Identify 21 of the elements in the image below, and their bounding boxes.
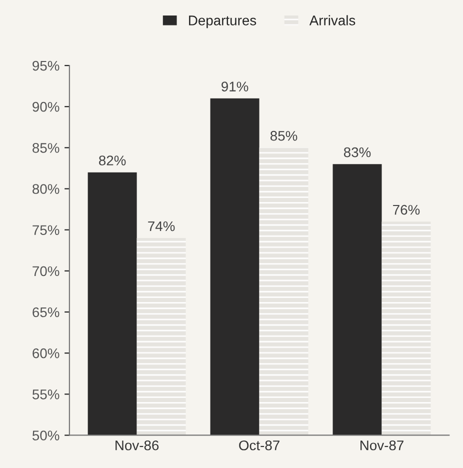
y-tick-label: 65% [32, 307, 60, 318]
data-label: 74% [148, 221, 175, 232]
legend-label: Arrivals [309, 15, 356, 26]
x-tick-label: Nov-87 [360, 440, 404, 450]
data-label: 76% [393, 204, 420, 215]
y-tick-label: 90% [32, 102, 60, 112]
y-tick-label: 50% [32, 430, 60, 440]
y-tick-label: 60% [32, 348, 60, 358]
y-tick-label: 80% [32, 184, 60, 194]
y-tick-label: 85% [32, 143, 60, 153]
data-label: 85% [270, 130, 298, 141]
x-tick-label: Nov-86 [116, 440, 159, 450]
data-label: 83% [344, 147, 371, 158]
y-tick-label: 95% [32, 60, 60, 71]
x-tick-label: Oct-87 [239, 440, 280, 450]
data-label: 82% [99, 156, 126, 166]
y-tick-label: 55% [32, 390, 60, 400]
y-tick-label: 75% [32, 225, 60, 236]
y-tick-label: 70% [32, 266, 60, 276]
data-label: 91% [222, 82, 248, 92]
legend-label: Departures [189, 16, 256, 28]
